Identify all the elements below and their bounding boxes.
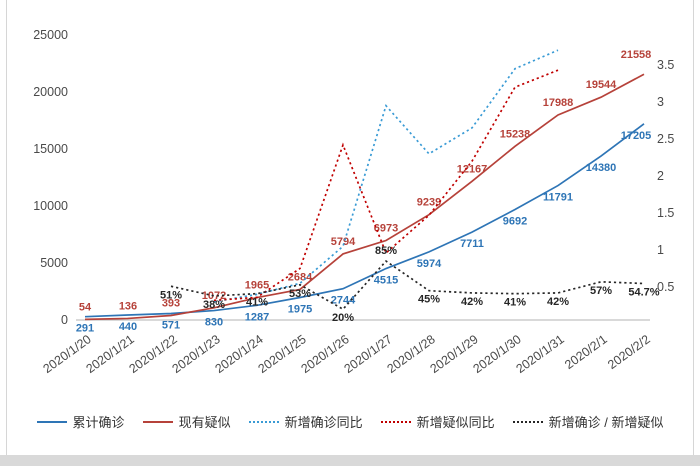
legend-label: 新增确诊同比 — [284, 415, 363, 430]
legend-item-ratio: 新增确诊 / 新增疑似 — [512, 412, 664, 431]
right-axis-tick-label: 2 — [657, 169, 664, 183]
legend-item-cumulative-confirmed: 累计确诊 — [36, 412, 125, 431]
data-label-cumulative-confirmed: 9692 — [503, 216, 527, 228]
legend-item-new-suspected-growth: 新增疑似同比 — [380, 412, 495, 431]
data-label-new-confirmed-over-new-suspected: 42% — [547, 296, 569, 308]
data-label-new-confirmed-over-new-suspected: 53% — [289, 288, 311, 300]
page-border-left — [6, 0, 7, 466]
legend-item-new-confirmed-growth: 新增确诊同比 — [248, 412, 363, 431]
data-label-new-confirmed-over-new-suspected: 42% — [461, 296, 483, 308]
data-label-current-suspected: 393 — [162, 298, 180, 310]
line-current-suspected — [84, 73, 645, 321]
data-label-current-suspected: 136 — [119, 300, 137, 312]
data-label-cumulative-confirmed: 830 — [205, 317, 223, 329]
data-label-current-suspected: 6973 — [374, 223, 398, 235]
data-label-new-confirmed-over-new-suspected: 20% — [332, 312, 354, 324]
page-border-right — [693, 0, 694, 466]
page-bottom-strip — [0, 455, 700, 466]
x-axis-label: 2020/2/2 — [605, 332, 653, 372]
legend-label: 现有疑似 — [178, 415, 231, 430]
data-label-current-suspected: 1965 — [245, 280, 269, 292]
data-label-current-suspected: 1072 — [202, 290, 226, 302]
data-label-current-suspected: 2684 — [288, 271, 313, 283]
data-label-cumulative-confirmed: 291 — [76, 323, 94, 335]
legend-line-sample-solid-blue — [36, 420, 67, 423]
chart-legend: 累计确诊 现有疑似 新增确诊同比 新增疑似同比 新增确诊 / 新增疑似 — [0, 412, 700, 431]
left-axis-tick-label: 15000 — [33, 142, 68, 156]
data-label-cumulative-confirmed: 17205 — [621, 130, 652, 142]
data-label-new-confirmed-over-new-suspected: 45% — [418, 294, 440, 306]
data-label-new-confirmed-over-new-suspected: 41% — [246, 297, 268, 309]
data-label-new-confirmed-over-new-suspected: 38% — [203, 299, 225, 311]
legend-line-sample-solid-red — [142, 420, 173, 423]
legend-line-sample-dotted-black — [512, 420, 543, 423]
data-label-cumulative-confirmed: 7711 — [460, 238, 484, 250]
data-label-new-confirmed-over-new-suspected: 57% — [590, 285, 612, 297]
line-cumulative-confirmed — [84, 123, 645, 318]
right-axis-tick-label: 3.5 — [657, 58, 674, 72]
data-label-cumulative-confirmed: 11791 — [543, 192, 573, 204]
data-label-current-suspected: 5794 — [331, 236, 356, 248]
data-label-cumulative-confirmed: 5974 — [417, 258, 442, 270]
left-axis-tick-label: 10000 — [33, 199, 68, 213]
data-label-cumulative-confirmed: 2744 — [331, 295, 356, 307]
left-axis-tick-label: 0 — [61, 313, 68, 327]
data-label-cumulative-confirmed: 14380 — [586, 162, 617, 174]
legend-line-sample-dotted-red — [380, 420, 411, 423]
x-axis-label: 2020/2/1 — [562, 332, 610, 372]
legend-item-current-suspected: 现有疑似 — [142, 412, 231, 431]
data-label-current-suspected: 9239 — [417, 197, 441, 209]
data-label-new-confirmed-over-new-suspected: 51% — [160, 289, 182, 301]
left-axis-tick-label: 20000 — [33, 85, 68, 99]
legend-label: 新增疑似同比 — [416, 415, 495, 430]
line-new-suspected-growth-ratio — [213, 69, 559, 302]
data-label-cumulative-confirmed: 1975 — [288, 303, 312, 315]
line-new-confirmed-growth-ratio — [213, 49, 559, 303]
data-label-new-confirmed-over-new-suspected: 85% — [375, 245, 397, 257]
right-axis-tick-label: 2.5 — [657, 132, 674, 146]
left-axis-tick-label: 25000 — [33, 28, 68, 42]
legend-label: 累计确诊 — [72, 415, 125, 430]
line-new-confirmed-over-new-suspected — [170, 259, 645, 311]
data-label-current-suspected: 21558 — [621, 49, 652, 61]
data-label-current-suspected: 19544 — [586, 79, 617, 91]
data-label-current-suspected: 17988 — [543, 97, 574, 109]
data-label-new-confirmed-over-new-suspected: 54.7% — [628, 287, 659, 299]
data-label-current-suspected: 54 — [79, 301, 92, 313]
right-axis-tick-label: 0.5 — [657, 280, 674, 294]
chart-canvas: 0 5000 10000 15000 20000 25000 0.5 1 1.5 2 2.5 3 3.5… — [33, 28, 674, 376]
data-label-current-suspected: 15238 — [500, 128, 531, 140]
data-label-cumulative-confirmed: 1287 — [245, 311, 269, 323]
data-label-new-confirmed-over-new-suspected: 41% — [504, 297, 526, 309]
right-axis-tick-label: 1 — [657, 243, 664, 257]
x-axis-label: 2020/1/31 — [514, 332, 567, 376]
right-axis-tick-label: 3 — [657, 95, 664, 109]
left-axis-tick-label: 5000 — [40, 256, 68, 270]
data-label-cumulative-confirmed: 4515 — [374, 275, 398, 287]
legend-label: 新增确诊 / 新增疑似 — [548, 415, 664, 430]
data-label-current-suspected: 12167 — [457, 163, 488, 175]
data-label-cumulative-confirmed: 440 — [119, 321, 137, 333]
legend-line-sample-dotted-blue — [248, 420, 279, 423]
right-axis-tick-label: 1.5 — [657, 206, 674, 220]
data-label-cumulative-confirmed: 571 — [162, 319, 180, 331]
